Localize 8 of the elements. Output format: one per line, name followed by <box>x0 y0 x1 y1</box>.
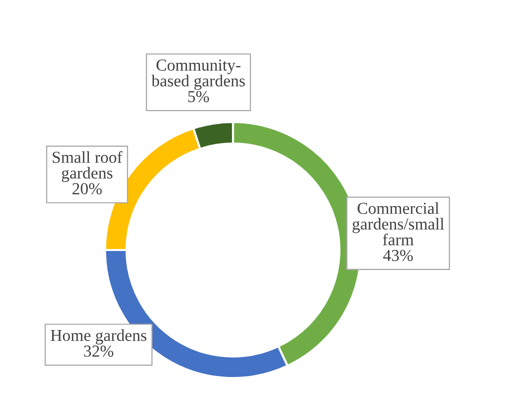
slice-label: Commercial gardens/small farm <box>352 202 444 246</box>
slice-label: Home gardens <box>50 329 146 344</box>
data-label: 43% <box>383 250 413 262</box>
slice-label: Community- based gardens <box>151 60 245 90</box>
data-label: 5% <box>188 90 209 102</box>
data-label: 32% <box>84 346 114 357</box>
slice-label: Small roof gardens <box>52 151 122 182</box>
data-label: 20% <box>72 183 102 194</box>
